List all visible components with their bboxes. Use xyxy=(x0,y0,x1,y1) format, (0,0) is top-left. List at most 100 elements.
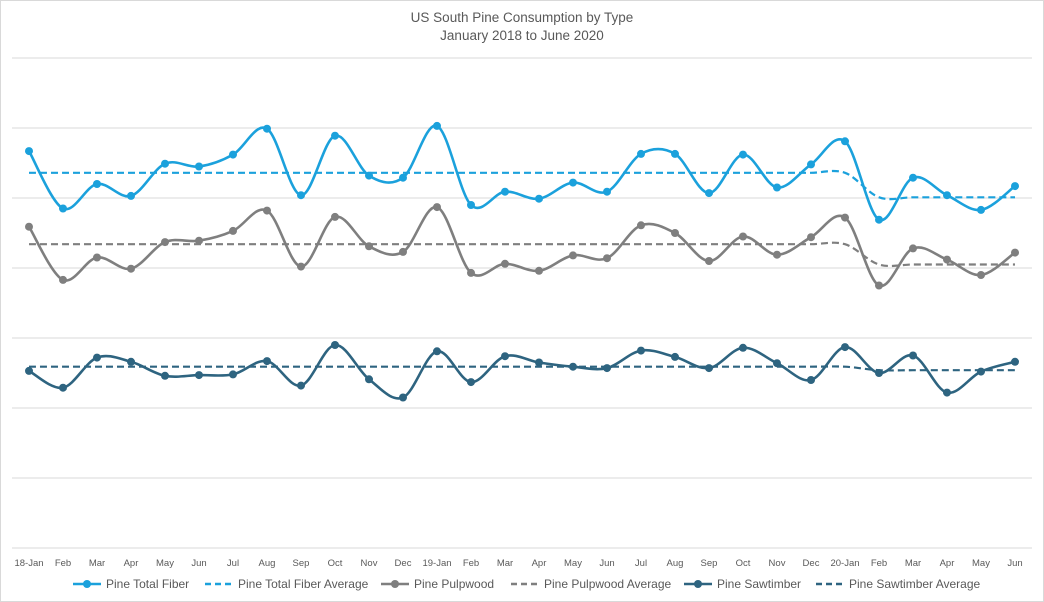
pine-sawtimber-point xyxy=(297,381,305,390)
pine-pulpwood-point xyxy=(875,281,883,290)
pine-total-fiber-point xyxy=(433,121,441,130)
pine-pulpwood-point xyxy=(127,264,135,273)
pine-pulpwood-point xyxy=(569,251,577,260)
pine-sawtimber-point xyxy=(59,383,67,392)
x-tick-label: Feb xyxy=(871,558,887,569)
x-tick-label: Oct xyxy=(736,558,751,569)
pine-total-fiber-point xyxy=(127,191,135,200)
x-tick-label: Jun xyxy=(599,558,614,569)
pine-total-fiber-point xyxy=(739,150,747,159)
pine-total-fiber-point xyxy=(229,150,237,159)
pine-pulpwood-point xyxy=(841,213,849,222)
x-tick-label: May xyxy=(156,558,174,569)
pine-total-fiber-legend-label: Pine Total Fiber xyxy=(106,577,189,591)
pine-sawtimber-legend-label: Pine Sawtimber xyxy=(717,577,801,591)
pine-pulpwood-point xyxy=(1011,248,1019,257)
pine-pulpwood-point xyxy=(501,259,509,268)
pine-total-fiber-point xyxy=(331,131,339,140)
pine-sawtimber-point xyxy=(603,364,611,373)
pine-total-fiber-point xyxy=(535,194,543,203)
pine-total-fiber-point xyxy=(161,159,169,168)
pine-total-fiber-legend-marker xyxy=(83,580,91,588)
pine-sawtimber-average-line xyxy=(28,365,1015,372)
pine-total-fiber-point xyxy=(59,204,67,213)
pine-total-fiber-point xyxy=(705,189,713,198)
x-tick-label: Aug xyxy=(259,558,276,569)
x-tick-label: Dec xyxy=(395,558,412,569)
x-tick-label: Mar xyxy=(497,558,513,569)
x-tick-label: Apr xyxy=(940,558,955,569)
pine-total-fiber-point xyxy=(807,160,815,169)
pine-pulpwood-point xyxy=(399,247,407,256)
pine-total-fiber-point xyxy=(501,187,509,196)
pine-total-fiber-point xyxy=(603,187,611,196)
pine-total-fiber-average-legend-label: Pine Total Fiber Average xyxy=(238,577,369,591)
x-tick-label: Apr xyxy=(124,558,139,569)
pine-sawtimber-point xyxy=(1011,357,1019,366)
chart-subtitle: January 2018 to June 2020 xyxy=(440,28,604,43)
x-tick-label: Sep xyxy=(701,558,718,569)
pine-sawtimber-point xyxy=(773,359,781,368)
x-tick-label: May xyxy=(972,558,990,569)
pine-sawtimber-point xyxy=(127,357,135,366)
pine-sawtimber-legend-marker xyxy=(694,580,702,588)
pine-total-fiber-point xyxy=(467,201,475,209)
pine-pulpwood-point xyxy=(59,275,67,284)
x-tick-label: Feb xyxy=(55,558,71,569)
x-tick-label: May xyxy=(564,558,582,569)
pine-pulpwood-point xyxy=(229,226,237,235)
x-tick-label: Jun xyxy=(191,558,206,569)
pine-total-fiber-point xyxy=(399,173,407,182)
pine-total-fiber-point xyxy=(25,147,33,156)
x-tick-label: 19-Jan xyxy=(422,558,451,569)
pine-sawtimber-point xyxy=(977,367,985,376)
pine-pulpwood-point xyxy=(739,232,747,241)
pine-sawtimber-point xyxy=(263,357,271,366)
pine-sawtimber-point xyxy=(25,366,33,375)
pine-total-fiber-point xyxy=(195,162,203,171)
pine-sawtimber-point xyxy=(841,343,849,352)
x-tick-label: Oct xyxy=(328,558,343,569)
pine-pulpwood-point xyxy=(535,266,543,275)
x-tick-label: Jul xyxy=(635,558,647,569)
pine-sawtimber-point xyxy=(399,393,407,402)
x-tick-label: Nov xyxy=(769,558,786,569)
pine-pulpwood-point xyxy=(603,254,611,263)
pine-pulpwood-point xyxy=(671,229,679,237)
pine-sawtimber-point xyxy=(501,352,509,361)
pine-sawtimber-point xyxy=(535,358,543,367)
x-tick-label: Aug xyxy=(667,558,684,569)
pine-sawtimber-point xyxy=(331,341,339,349)
pine-sawtimber-point xyxy=(93,353,101,362)
pine-sawtimber-point xyxy=(365,375,373,384)
pine-total-fiber-point xyxy=(977,205,985,214)
pine-pulpwood-point xyxy=(977,271,985,279)
pine-pulpwood-point xyxy=(807,233,815,242)
pine-total-fiber-point xyxy=(93,180,101,188)
x-tick-label: 18-Jan xyxy=(14,558,43,569)
pine-sawtimber-point xyxy=(195,371,203,380)
x-tick-label: Jul xyxy=(227,558,239,569)
x-tick-label: Apr xyxy=(532,558,547,569)
pine-sawtimber-point xyxy=(433,347,441,356)
pine-sawtimber-point xyxy=(467,378,475,387)
x-tick-label: 20-Jan xyxy=(830,558,859,569)
pine-total-fiber-point xyxy=(841,137,849,146)
pine-total-fiber-point xyxy=(671,149,679,158)
pine-total-fiber-point xyxy=(263,124,271,133)
pine-sawtimber-line xyxy=(28,343,1016,400)
pine-pulpwood-point xyxy=(943,255,951,264)
pine-pulpwood-legend-label: Pine Pulpwood xyxy=(414,577,494,591)
pine-pulpwood-point xyxy=(93,253,101,262)
pine-sawtimber-point xyxy=(943,388,951,397)
pine-pulpwood-point xyxy=(263,206,271,215)
pine-total-fiber-point xyxy=(773,183,781,192)
pine-pulpwood-point xyxy=(297,262,305,271)
x-tick-label: Mar xyxy=(89,558,105,569)
pine-pulpwood-point xyxy=(909,244,917,253)
pine-total-fiber-point xyxy=(875,215,883,224)
pine-total-fiber-point xyxy=(569,178,577,187)
pine-pulpwood-point xyxy=(637,221,645,230)
pine-pulpwood-average-legend-label: Pine Pulpwood Average xyxy=(544,577,672,591)
